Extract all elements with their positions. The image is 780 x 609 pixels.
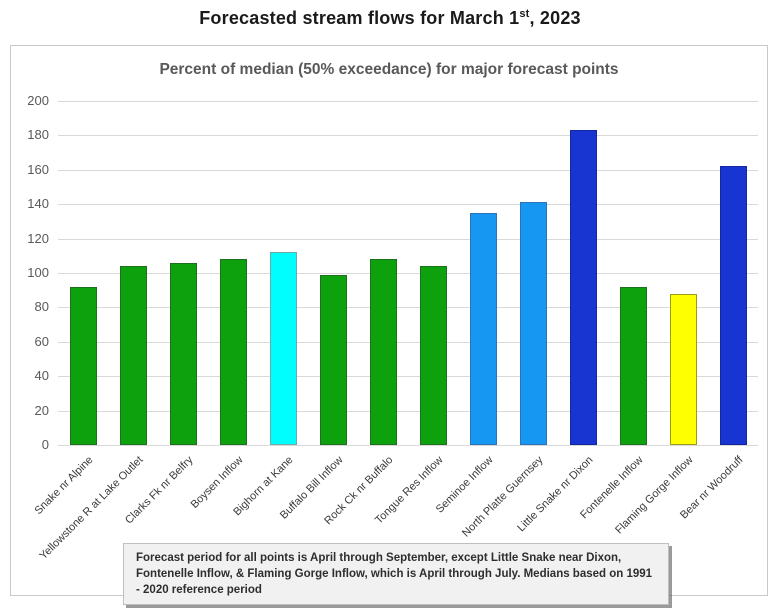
chart-card: Percent of median (50% exceedance) for m… bbox=[10, 45, 768, 605]
y-tick-label-200: 200 bbox=[27, 93, 49, 108]
bar-bear-nr-woodruff bbox=[719, 166, 747, 445]
page-title: Forecasted stream flows for March 1st, 2… bbox=[0, 8, 780, 29]
bar-tongue-res-inflow bbox=[419, 266, 447, 445]
bar-flaming-gorge-inflow bbox=[669, 293, 697, 445]
y-tick-label-40: 40 bbox=[34, 368, 49, 384]
bar-bighorn-at-kane bbox=[269, 252, 297, 445]
bar-snake-nr-alpine bbox=[69, 286, 97, 445]
y-tick-label-140: 140 bbox=[27, 196, 49, 212]
gridline-120 bbox=[58, 238, 758, 240]
bar-yellowstone-r-at-lake-outlet bbox=[119, 266, 147, 445]
y-tick-label-100: 100 bbox=[27, 265, 49, 280]
plot-area bbox=[58, 101, 758, 446]
gridline-0 bbox=[58, 445, 758, 446]
y-tick-label-20: 20 bbox=[34, 402, 49, 418]
y-tick-label-80: 80 bbox=[34, 299, 49, 315]
gridline-20 bbox=[58, 410, 758, 412]
bar-boysen-inflow bbox=[219, 259, 247, 445]
y-tick-label-60: 60 bbox=[34, 333, 49, 349]
y-tick-label-120: 120 bbox=[27, 230, 49, 246]
gridline-100 bbox=[58, 273, 758, 274]
y-tick-label-160: 160 bbox=[27, 161, 49, 177]
gridline-140 bbox=[58, 204, 758, 206]
page-title-superscript: st bbox=[519, 8, 530, 20]
footnote: Forecast period for all points is April … bbox=[123, 543, 669, 605]
bar-fontenelle-inflow bbox=[619, 286, 647, 445]
gridline-60 bbox=[58, 341, 758, 343]
gridline-40 bbox=[58, 376, 758, 378]
gridline-80 bbox=[58, 307, 758, 309]
bar-clarks-fk-nr-belfry bbox=[169, 262, 197, 445]
y-tick-label-0: 0 bbox=[41, 437, 49, 452]
bar-north-platte-guernsey bbox=[519, 202, 547, 445]
y-tick-label-180: 180 bbox=[27, 127, 49, 143]
bar-buffalo-bill-inflow bbox=[319, 274, 347, 445]
chart-title: Percent of median (50% exceedance) for m… bbox=[159, 61, 619, 78]
page-title-prefix: Forecasted stream flows for March 1 bbox=[199, 8, 520, 28]
bar-rock-ck-nr-buffalo bbox=[369, 259, 397, 445]
gridline-160 bbox=[58, 169, 758, 171]
gridline-180 bbox=[58, 135, 758, 137]
page-title-suffix: , 2023 bbox=[529, 8, 581, 28]
bar-seminoe-inflow bbox=[469, 212, 497, 445]
bar-little-snake-nr-dixon bbox=[569, 130, 597, 445]
gridline-200 bbox=[58, 101, 758, 102]
